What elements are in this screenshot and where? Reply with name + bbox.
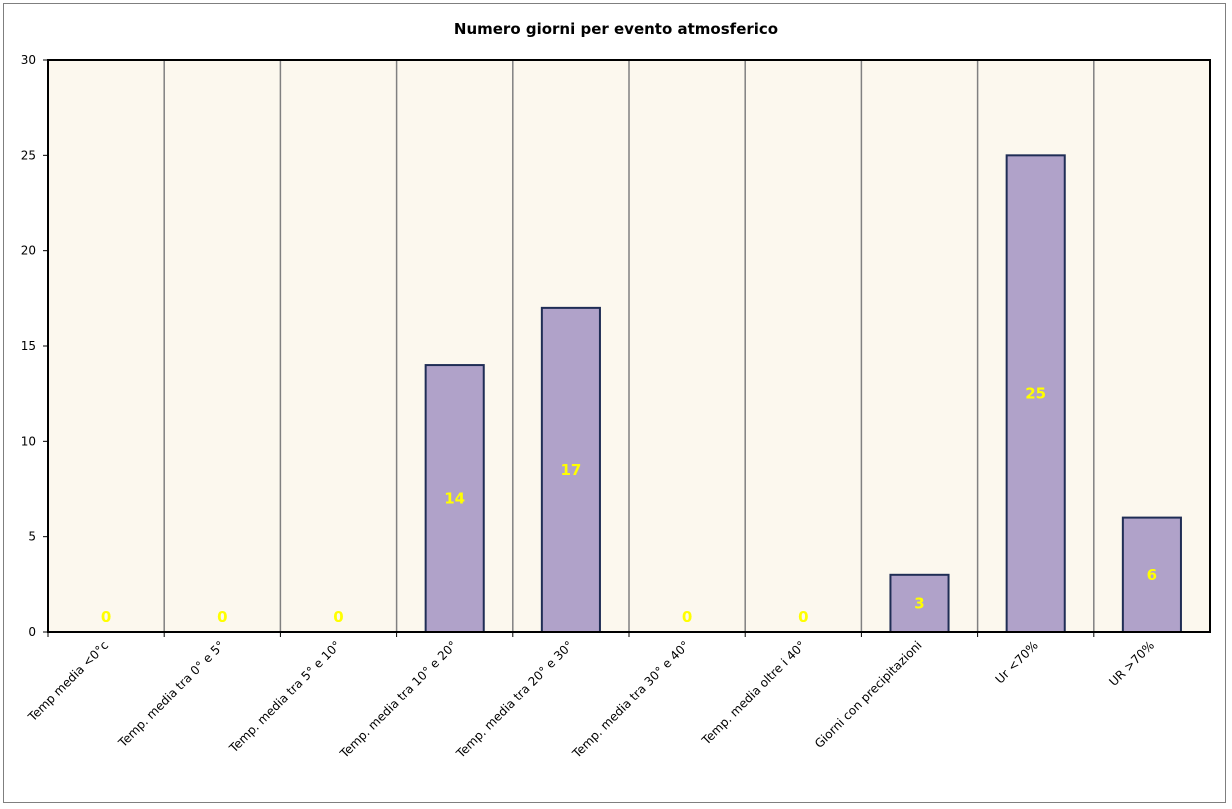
bar [1005,154,1066,633]
y-tick-label: 25 [21,148,36,162]
data-label: 0 [798,608,808,626]
chart-title: Numero giorni per evento atmosferico [453,20,779,38]
x-category-label: Temp. media tra 20° e 30° [453,638,576,761]
x-category-label: Giorni con precipitazioni [812,638,925,751]
data-label: 0 [333,608,343,626]
y-tick-label: 10 [21,434,36,448]
bar-layer [424,154,1182,633]
data-label: 3 [914,594,924,612]
bar [1121,516,1182,633]
y-tick-label: 0 [28,625,36,639]
y-tick-label: 5 [28,530,36,544]
x-category-label: Temp media <0°c [25,638,111,724]
data-label: 6 [1147,566,1157,584]
data-label: 14 [444,490,465,508]
y-tick-label: 15 [21,339,36,353]
bar [424,364,485,633]
data-label: 25 [1025,385,1046,403]
data-label: 17 [560,461,581,479]
y-axis: 0 5 10 15 20 25 30 [21,53,48,639]
x-category-label: Temp. media tra 10° e 20° [337,638,460,761]
x-category-label: Temp. media tra 5° e 10° [226,638,344,756]
x-category-label: Temp. media tra 0° e 5° [115,638,227,750]
data-label: 0 [217,608,227,626]
data-label: 0 [682,608,692,626]
grid-layer [163,60,1095,632]
x-category-label: Temp. media tra 30° e 40° [569,638,692,761]
bar [540,306,601,633]
data-labels: 0 0 0 14 17 0 0 3 25 6 [101,385,1157,626]
x-category-label: Ur <70% [993,638,1041,686]
bar [889,573,950,633]
x-category-label: UR >70% [1106,638,1157,689]
y-tick-label: 30 [21,53,36,67]
data-label: 0 [101,608,111,626]
y-tick-label: 20 [21,244,36,258]
x-category-label: Temp. media oltre i 40° [698,638,808,748]
x-axis: Temp media <0°c Temp. media tra 0° e 5° Te… [25,632,1157,761]
